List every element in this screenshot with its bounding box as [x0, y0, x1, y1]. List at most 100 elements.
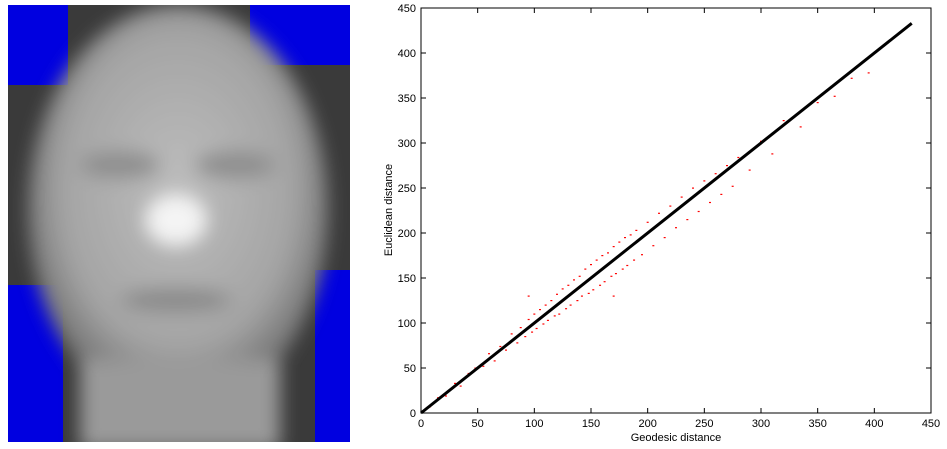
point — [641, 254, 643, 256]
y-tick-label: 150 — [398, 273, 416, 285]
x-tick-label: 100 — [525, 418, 543, 430]
point — [599, 284, 602, 286]
point — [680, 196, 683, 198]
point — [612, 295, 615, 297]
point — [621, 268, 624, 270]
point — [558, 313, 561, 315]
y-tick-label: 0 — [410, 408, 416, 420]
point — [539, 309, 541, 311]
point — [624, 237, 626, 239]
x-tick-label: 150 — [582, 418, 600, 430]
point — [669, 205, 672, 207]
point — [550, 300, 553, 302]
point — [573, 279, 575, 281]
point — [519, 327, 522, 329]
point — [454, 382, 456, 384]
point — [524, 336, 527, 338]
point — [544, 304, 547, 306]
point — [652, 245, 655, 247]
point — [578, 275, 581, 277]
point — [731, 185, 734, 187]
point — [626, 264, 629, 267]
point — [726, 165, 728, 167]
x-axis-label: Geodesic distance — [631, 432, 722, 444]
y-tick-label: 50 — [404, 363, 416, 375]
point — [629, 234, 632, 236]
point — [510, 333, 513, 335]
point — [561, 288, 564, 290]
point — [737, 156, 740, 159]
point — [444, 395, 447, 397]
point — [618, 241, 621, 243]
point — [675, 227, 677, 229]
point — [635, 229, 638, 231]
reference-line — [420, 22, 913, 415]
point — [603, 281, 606, 283]
point — [493, 360, 496, 362]
point — [580, 295, 583, 297]
x-tick-label: 350 — [808, 418, 826, 430]
point — [535, 327, 538, 330]
point — [546, 319, 549, 321]
x-tick-label: 0 — [418, 418, 424, 430]
y-tick-label: 200 — [398, 228, 416, 240]
point — [703, 180, 706, 182]
point — [499, 345, 502, 348]
x-tick-label: 400 — [865, 418, 883, 430]
point — [516, 342, 519, 344]
y-tick-label: 300 — [398, 138, 416, 150]
point — [587, 292, 590, 294]
point — [505, 349, 507, 351]
point — [709, 201, 711, 204]
point — [569, 304, 572, 306]
point — [601, 255, 604, 257]
point — [686, 219, 689, 221]
y-axis-label: Euclidean distance — [383, 164, 395, 256]
point — [816, 102, 819, 104]
point — [533, 313, 536, 315]
x-tick-label: 50 — [472, 418, 484, 430]
point — [633, 259, 636, 261]
point — [614, 273, 617, 275]
point — [531, 331, 534, 333]
point — [590, 264, 592, 266]
point — [556, 293, 558, 295]
point — [799, 126, 802, 128]
point — [576, 300, 579, 302]
x-tick-label: 250 — [695, 418, 713, 430]
point — [595, 259, 598, 261]
point — [607, 252, 609, 254]
y-tick-label: 250 — [398, 183, 416, 195]
point — [867, 72, 870, 74]
point — [697, 210, 700, 213]
point — [565, 308, 568, 310]
x-tick-label: 300 — [752, 418, 770, 430]
point — [527, 295, 530, 297]
y-tick-label: 450 — [398, 3, 416, 15]
point — [610, 275, 613, 277]
point — [459, 385, 462, 387]
point — [482, 365, 485, 367]
point — [782, 120, 785, 122]
point — [567, 284, 570, 286]
point — [646, 221, 649, 223]
point — [658, 212, 660, 214]
scatter-plot: Geodesic distance Euclidean distance 0 50… — [383, 3, 940, 444]
point — [720, 193, 723, 195]
x-tick-label: 200 — [638, 418, 656, 430]
point — [612, 246, 615, 248]
y-tick-label: 100 — [398, 318, 416, 330]
point — [771, 153, 774, 155]
point — [584, 268, 587, 270]
depth-image — [8, 5, 350, 442]
point — [714, 173, 717, 175]
point — [488, 353, 490, 355]
point — [833, 95, 836, 97]
point — [850, 77, 853, 79]
point — [553, 315, 556, 317]
point — [592, 289, 595, 291]
point — [663, 237, 666, 239]
point — [692, 187, 694, 189]
point — [542, 323, 545, 325]
